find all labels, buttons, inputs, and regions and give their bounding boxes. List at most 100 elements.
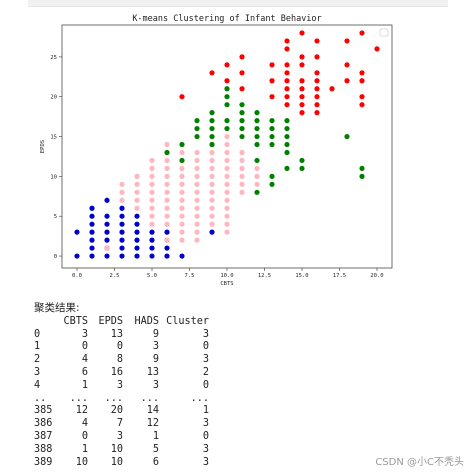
data-point: [209, 205, 215, 211]
data-point: [209, 221, 215, 227]
table-cell: 0: [81, 341, 88, 353]
data-point: [224, 197, 230, 203]
data-point: [239, 173, 245, 179]
data-point: [284, 94, 290, 100]
data-point: [104, 229, 110, 235]
x-tick-label: 10.0: [220, 273, 233, 279]
data-point: [89, 245, 95, 251]
y-tick-label: 20: [50, 95, 57, 101]
data-point: [209, 70, 215, 76]
x-tick-label: 2.5: [110, 273, 120, 279]
table-cell: 12: [75, 405, 88, 417]
data-point: [224, 213, 230, 219]
table-cell: 13: [110, 328, 123, 340]
data-point: [134, 173, 140, 179]
data-point: [254, 165, 260, 172]
data-point: [209, 149, 215, 156]
data-point: [209, 110, 215, 116]
table-cell: 3: [152, 379, 159, 391]
dataframe-body: 0 3 13 9 3 1 0 0 3 0 2 4 8 9 3 3 6 16 13 2 4 1 3 3 0............…: [34, 329, 209, 470]
data-point: [239, 181, 245, 187]
x-tick-label: 12.5: [258, 273, 271, 279]
data-point: [134, 213, 140, 219]
y-axis-label: EPDS: [40, 140, 46, 153]
data-point: [254, 141, 260, 148]
data-point: [239, 149, 245, 156]
x-tick-label: 20.0: [370, 273, 383, 279]
data-point: [224, 141, 230, 148]
table-cell: 5: [152, 443, 159, 455]
data-point: [134, 221, 140, 227]
table-row: 4 1 3 3 0: [34, 380, 209, 393]
data-point: [179, 173, 185, 179]
data-point: [239, 70, 245, 76]
table-cell: 4: [81, 418, 88, 430]
data-point: [284, 46, 290, 52]
table-cell: 3: [202, 443, 209, 455]
row-index-cell: 388: [34, 443, 53, 455]
data-point: [299, 86, 305, 92]
data-point: [284, 133, 290, 140]
data-point: [209, 133, 215, 140]
data-point: [314, 70, 320, 76]
data-point: [194, 149, 200, 156]
y-tick-label: 15: [50, 135, 57, 141]
table-cell: 1: [152, 430, 159, 442]
column-header-hads: HADS: [134, 315, 159, 327]
data-point: [194, 133, 200, 140]
data-point: [149, 237, 155, 243]
data-point: [179, 94, 185, 100]
dataframe-table: CBTS EPDS HADS Cluster 0 3 13 9 3 1 0 0 3 0 2 4 8 9 3 3…: [34, 316, 209, 470]
table-cell: 1: [81, 379, 88, 391]
data-point: [119, 221, 125, 227]
data-point: [134, 237, 140, 243]
table-cell: 3: [202, 354, 209, 366]
table-cell: ...: [69, 392, 88, 404]
row-index-cell: 4: [34, 379, 41, 391]
data-point: [209, 157, 215, 164]
table-header-row: CBTS EPDS HADS Cluster: [34, 316, 209, 329]
data-point: [344, 78, 350, 84]
table-cell: 3: [116, 430, 123, 442]
data-point: [74, 229, 80, 235]
x-tick-label: 15.0: [295, 273, 308, 279]
data-point: [164, 165, 170, 172]
data-point: [299, 157, 305, 164]
column-header-cbts: CBTS: [63, 315, 88, 327]
data-point: [134, 205, 140, 211]
data-point: [359, 102, 365, 108]
table-cell: 3: [152, 341, 159, 353]
x-tick-label: 17.5: [333, 273, 346, 279]
data-point: [314, 86, 320, 92]
data-point: [284, 141, 290, 148]
data-point: [179, 181, 185, 187]
data-point: [164, 253, 170, 259]
table-row: 1 0 0 3 0: [34, 341, 209, 354]
table-cell: 9: [152, 354, 159, 366]
table-row: 388 1 10 5 3: [34, 444, 209, 457]
data-point: [224, 165, 230, 172]
data-point: [284, 78, 290, 84]
table-cell: 2: [202, 366, 209, 378]
table-row: ..............: [34, 393, 209, 406]
data-point: [119, 229, 125, 235]
points-layer: [74, 30, 380, 259]
data-point: [224, 221, 230, 227]
data-point: [239, 118, 245, 124]
data-point: [104, 245, 110, 251]
data-point: [254, 189, 260, 195]
data-point: [284, 149, 290, 156]
data-point: [119, 213, 125, 219]
table-cell: 12: [146, 418, 159, 430]
data-point: [224, 173, 230, 179]
data-point: [314, 78, 320, 84]
data-point: [209, 229, 215, 235]
data-point: [254, 157, 260, 164]
data-point: [179, 189, 185, 195]
data-point: [89, 221, 95, 227]
y-tick-label: 10: [50, 174, 57, 180]
data-point: [314, 94, 320, 100]
data-point: [164, 237, 170, 243]
data-point: [314, 54, 320, 60]
row-index-cell: 0: [34, 328, 41, 340]
